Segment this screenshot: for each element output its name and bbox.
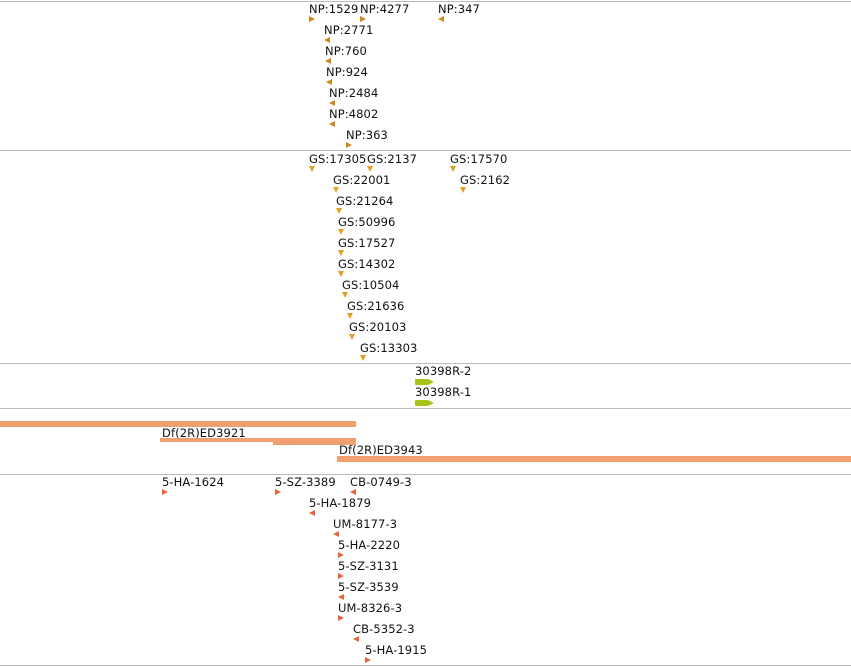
track-separator-deficiencies-insertions: [0, 474, 851, 475]
right-arrow-icon: [338, 615, 344, 621]
np-feature-label: NP:363: [346, 128, 388, 142]
deficiency-feature-label: Df(2R)ED3943: [339, 443, 423, 457]
down-arrow-icon: [336, 208, 342, 214]
deficiency-bar: [337, 456, 851, 462]
left-arrow-icon: [350, 489, 356, 495]
gs-feature-label: GS:21636: [347, 299, 405, 313]
right-arrow-icon: [162, 489, 168, 495]
left-arrow-icon: [325, 58, 331, 64]
insertion-feature-label: CB-0749-3: [350, 475, 412, 489]
deficiency-feature-label: Df(2R)ED3921: [162, 426, 246, 440]
track-separator-np-gs: [0, 150, 851, 151]
gs-feature-label: GS:21264: [336, 194, 394, 208]
left-arrow-icon: [309, 510, 315, 516]
np-feature-label: NP:4802: [329, 107, 379, 121]
insertion-feature-label: 5-SZ-3539: [338, 580, 399, 594]
gs-feature-label: GS:17527: [338, 236, 396, 250]
insertion-feature-label: 5-HA-1915: [365, 643, 428, 657]
insertion-feature-label: 5-HA-1624: [162, 475, 225, 489]
insertion-feature-label: 5-HA-1879: [309, 496, 372, 510]
down-arrow-icon: [338, 271, 344, 277]
left-arrow-icon: [438, 16, 444, 22]
down-arrow-icon: [460, 187, 466, 193]
deficiency-bar: [0, 421, 356, 427]
gs-feature-label: GS:14302: [338, 257, 396, 271]
gs-feature-label: GS:50996: [338, 215, 396, 229]
gs-feature-label: GS:20103: [349, 320, 407, 334]
left-arrow-icon: [338, 594, 344, 600]
gene-direction-icon: [428, 379, 434, 385]
np-feature-label: NP:1529: [309, 2, 359, 16]
insertion-feature-label: 5-SZ-3131: [338, 559, 399, 573]
right-arrow-icon: [309, 16, 315, 22]
np-feature-label: NP:2771: [324, 23, 374, 37]
gs-feature-label: GS:13303: [360, 341, 418, 355]
insertion-feature-label: CB-5352-3: [353, 622, 415, 636]
gene-bar: [415, 400, 428, 406]
deficiency-bar-segment: [273, 438, 356, 445]
gs-feature-label: GS:10504: [342, 278, 400, 292]
right-arrow-icon: [338, 573, 344, 579]
insertion-feature-label: UM-8326-3: [338, 601, 403, 615]
insertion-feature-label: 5-HA-2220: [338, 538, 401, 552]
gs-feature-label: GS:17570: [450, 152, 508, 166]
gs-feature-label: GS:2162: [460, 173, 511, 187]
gs-feature-label: GS:22001: [333, 173, 391, 187]
right-arrow-icon: [365, 657, 371, 663]
right-arrow-icon: [360, 16, 366, 22]
insertion-feature-label: 5-SZ-3389: [275, 475, 336, 489]
down-arrow-icon: [347, 313, 353, 319]
np-feature-label: NP:2484: [329, 86, 379, 100]
gene-bar: [415, 379, 428, 385]
gene-direction-icon: [428, 400, 434, 406]
track-separator-gs-genes: [0, 363, 851, 364]
left-arrow-icon: [353, 636, 359, 642]
track-separator-top: [0, 1, 851, 2]
left-arrow-icon: [326, 79, 332, 85]
down-arrow-icon: [338, 229, 344, 235]
track-separator-bottom: [0, 665, 851, 666]
right-arrow-icon: [275, 489, 281, 495]
np-feature-label: NP:347: [438, 2, 480, 16]
gs-feature-label: GS:2137: [367, 152, 418, 166]
down-arrow-icon: [333, 187, 339, 193]
left-arrow-icon: [333, 531, 339, 537]
gene-feature-label: 30398R-1: [415, 385, 472, 399]
gene-feature-label: 30398R-2: [415, 364, 472, 378]
down-arrow-icon: [338, 250, 344, 256]
right-arrow-icon: [338, 552, 344, 558]
left-arrow-icon: [324, 37, 330, 43]
left-arrow-icon: [329, 121, 335, 127]
down-arrow-icon: [450, 166, 456, 172]
down-arrow-icon: [360, 355, 366, 361]
down-arrow-icon: [342, 292, 348, 298]
down-arrow-icon: [367, 166, 373, 172]
gs-feature-label: GS:17305: [309, 152, 367, 166]
np-feature-label: NP:760: [325, 44, 367, 58]
left-arrow-icon: [329, 100, 335, 106]
track-separator-genes-deficiencies: [0, 408, 851, 409]
np-feature-label: NP:4277: [360, 2, 410, 16]
deficiency-bar-segment: [160, 438, 356, 442]
down-arrow-icon: [309, 166, 315, 172]
right-arrow-icon: [346, 142, 352, 148]
down-arrow-icon: [349, 334, 355, 340]
np-feature-label: NP:924: [326, 65, 368, 79]
insertion-feature-label: UM-8177-3: [333, 517, 398, 531]
